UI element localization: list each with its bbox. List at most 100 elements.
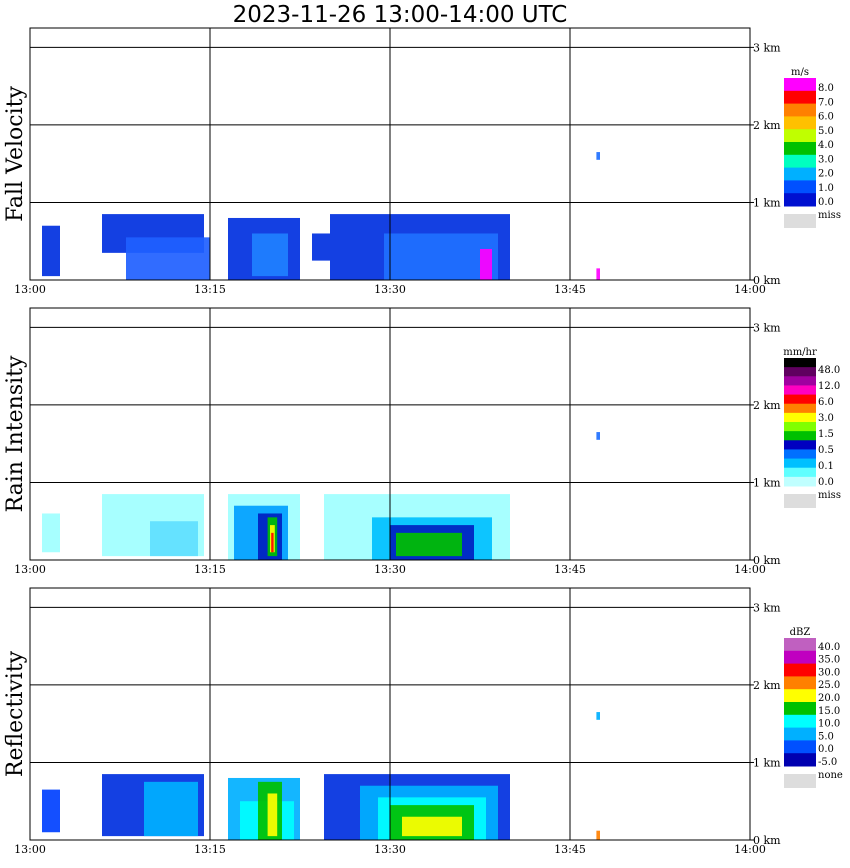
y-tick-label: 2 km <box>753 119 781 132</box>
plot-frame <box>29 307 751 561</box>
x-tick-label: 13:45 <box>554 283 586 296</box>
colorbar-label: 3.0 <box>818 413 834 424</box>
y-tick-label: 3 km <box>753 41 781 54</box>
colorbar-label: 5.0 <box>818 731 834 742</box>
y-axis-label: Reflectivity <box>3 650 28 777</box>
y-tick-label: 2 km <box>753 399 781 412</box>
x-tick-label: 13:30 <box>374 283 406 296</box>
colorbar-label: 30.0 <box>818 667 840 678</box>
x-tick-label: 13:15 <box>194 843 226 856</box>
y-axis-label: Fall Velocity <box>3 86 28 222</box>
colorbar-label: 6.0 <box>818 112 834 123</box>
colorbar-label: 10.0 <box>818 719 840 730</box>
colorbar-miss-swatch <box>784 214 816 228</box>
echo-cell <box>396 532 462 557</box>
x-tick-label: 13:30 <box>374 563 406 576</box>
echo-cell <box>480 248 492 280</box>
colorbar-miss-swatch <box>784 774 816 788</box>
echo-cell <box>42 225 60 277</box>
x-tick-label: 14:00 <box>734 283 766 296</box>
echo-cell <box>596 712 600 720</box>
echo-cell <box>596 432 600 440</box>
echo-cell <box>126 237 210 280</box>
colorbar-swatch <box>784 650 816 665</box>
colorbar-label: 2.0 <box>818 169 834 180</box>
x-tick-label: 13:45 <box>554 843 586 856</box>
colorbar-swatch <box>784 412 816 423</box>
y-tick-label: 1 km <box>753 476 781 489</box>
colorbar-swatch <box>784 180 816 194</box>
colorbar-unit: dBZ <box>790 627 811 638</box>
echo-cell <box>312 233 330 261</box>
colorbar-swatch <box>784 154 816 169</box>
echo-cell <box>596 268 600 280</box>
colorbar-swatch <box>784 167 816 181</box>
y-axis-label: Rain Intensity <box>3 355 28 512</box>
colorbar-label: 4.0 <box>818 140 834 151</box>
y-tick-label: 2 km <box>753 679 781 692</box>
colorbar-swatch <box>784 403 816 414</box>
x-tick-label: 13:30 <box>374 843 406 856</box>
chart-panel-2: 13:00 13:15 13:30 13:45 14:000 km 1 km 2 km 3 k… <box>3 587 843 856</box>
y-tick-label: 0 km <box>753 274 781 287</box>
colorbar-swatch <box>784 663 816 677</box>
echo-cell <box>42 789 60 833</box>
colorbar-label: 7.0 <box>818 97 834 108</box>
colorbar-label: 0.0 <box>818 744 834 755</box>
colorbar-label: 40.0 <box>818 642 840 653</box>
colorbar-swatch <box>784 116 816 130</box>
colorbar-swatch <box>784 676 816 690</box>
colorbar-swatch <box>784 376 816 386</box>
colorbar-miss-label: miss <box>818 490 841 501</box>
colorbar-label: 0.5 <box>818 445 834 456</box>
colorbar-label: 0.0 <box>818 477 834 488</box>
colorbar-label: 6.0 <box>818 397 834 408</box>
plot-frame <box>29 27 751 281</box>
colorbar-label: 0.1 <box>818 461 834 472</box>
colorbar-swatch <box>784 449 816 460</box>
y-tick-label: 0 km <box>753 834 781 847</box>
echo-cell <box>267 793 278 837</box>
y-tick-label: 3 km <box>753 601 781 614</box>
colorbar-swatch <box>784 385 816 396</box>
colorbar-swatch <box>784 78 816 92</box>
colorbar-swatch <box>784 702 816 716</box>
colorbar-label: 1.0 <box>818 183 834 194</box>
colorbar-label: 35.0 <box>818 655 840 666</box>
echo-cell <box>144 781 198 837</box>
colorbar-miss-label: miss <box>818 210 841 221</box>
x-tick-label: 14:00 <box>734 563 766 576</box>
page-title: 2023-11-26 13:00-14:00 UTC <box>232 2 568 28</box>
echo-cell <box>150 521 198 557</box>
colorbar-label: 15.0 <box>818 706 840 717</box>
colorbar-label: 8.0 <box>818 83 834 94</box>
colorbar-swatch <box>784 714 816 729</box>
colorbar-label: 0.0 <box>818 197 834 208</box>
colorbar-swatch <box>784 193 816 207</box>
x-tick-label: 13:15 <box>194 283 226 296</box>
colorbar-swatch <box>784 129 816 143</box>
colorbar-swatch <box>784 740 816 754</box>
colorbar-swatch <box>784 103 816 117</box>
x-tick-label: 13:00 <box>14 283 46 296</box>
x-tick-label: 13:15 <box>194 563 226 576</box>
colorbar-label: 1.5 <box>818 429 834 440</box>
echo-cell <box>42 513 60 553</box>
colorbar-swatch <box>784 727 816 741</box>
colorbar-swatch <box>784 476 816 487</box>
colorbar-label: 20.0 <box>818 693 840 704</box>
x-tick-label: 13:00 <box>14 563 46 576</box>
colorbar-swatch <box>784 467 816 478</box>
echo-cell <box>384 233 498 280</box>
echo-cell <box>402 816 462 837</box>
colorbar-label: 48.0 <box>818 365 840 376</box>
colorbar-swatch <box>784 142 816 156</box>
echo-cell <box>596 152 600 160</box>
colorbar-label: 25.0 <box>818 680 840 691</box>
colorbar-unit: m/s <box>791 67 809 78</box>
x-tick-label: 13:45 <box>554 563 586 576</box>
y-tick-label: 0 km <box>753 554 781 567</box>
colorbar-swatch <box>784 689 816 703</box>
echo-cell <box>271 532 274 553</box>
